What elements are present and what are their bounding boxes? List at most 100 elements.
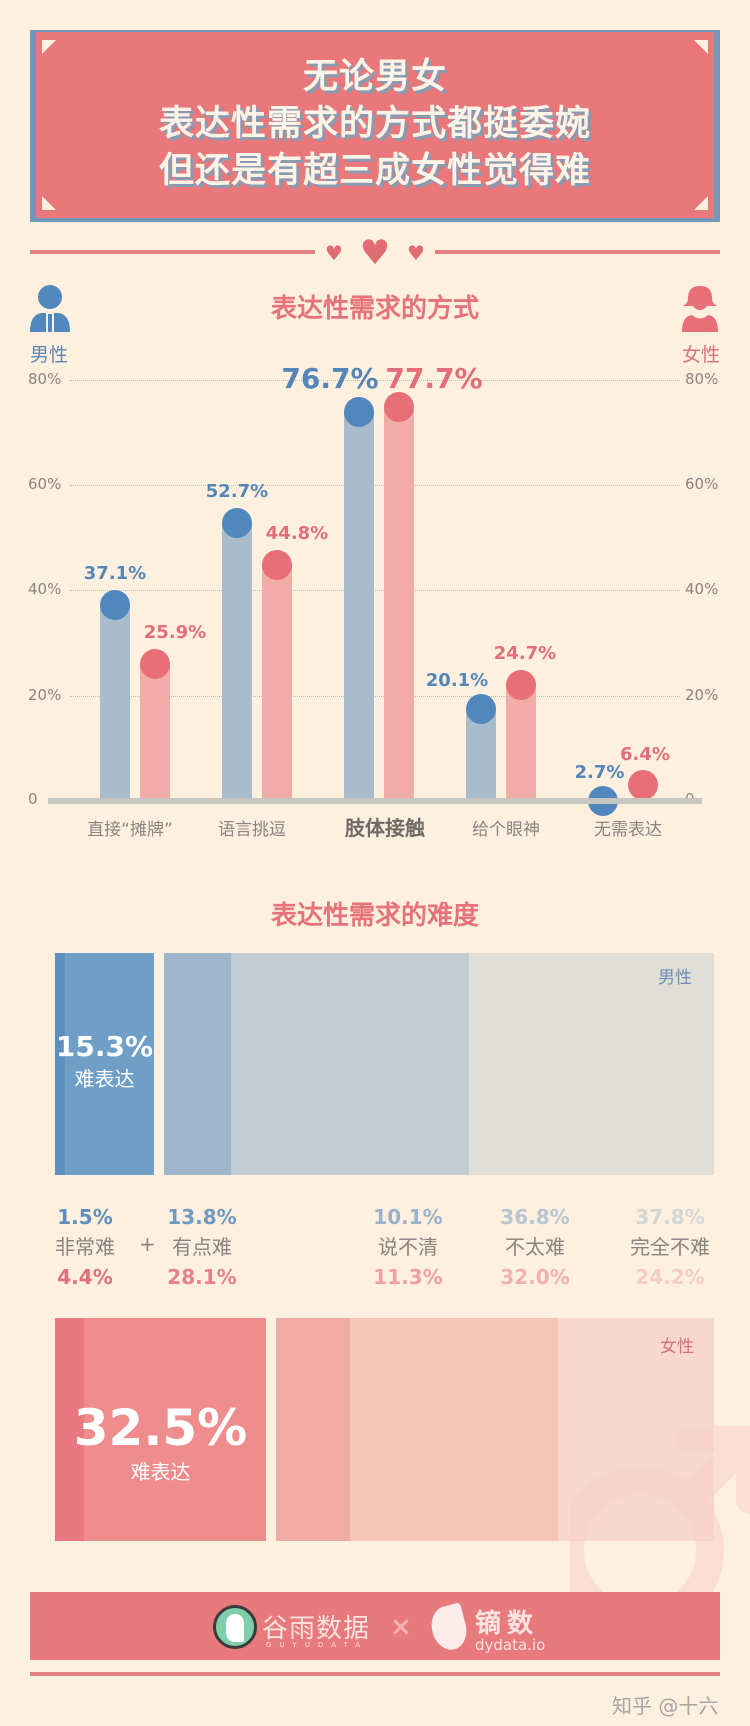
- segment-male-not-very-hard: [231, 953, 469, 1175]
- level-label: 说不清: [378, 1235, 438, 1259]
- bar-female: [506, 685, 536, 800]
- zhihu-watermark: 知乎 @十六: [612, 1694, 719, 1718]
- segment-male-very-hard: [55, 953, 65, 1175]
- level-label: 不太难: [505, 1235, 565, 1259]
- y-tick-left: 60%: [28, 475, 62, 493]
- value-label-male: 76.7%: [281, 362, 379, 395]
- category-label: 无需表达: [594, 820, 662, 840]
- hearts-ornament: ♥ ♥ ♥: [325, 233, 425, 273]
- male-block-label: 男性: [658, 968, 692, 988]
- segment-female-very-hard: [55, 1318, 84, 1541]
- dot-female: [628, 770, 658, 800]
- male-legend-label: 男性: [30, 344, 69, 366]
- male-summary: 15.3% 难表达: [55, 1030, 154, 1092]
- x-axis-baseline: [48, 798, 702, 804]
- y-tick-left: 80%: [28, 370, 62, 388]
- segment-female-unsure: [276, 1318, 350, 1541]
- y-tick-right: 40%: [685, 580, 719, 598]
- value-label-male: 37.1%: [83, 563, 147, 584]
- dot-female: [140, 649, 170, 679]
- brand-guyu: 谷雨数据: [262, 1614, 371, 1644]
- chart2-title: 表达性需求的难度: [270, 901, 479, 931]
- bar-male: [100, 605, 130, 800]
- male-summary-label: 难表达: [74, 1067, 135, 1091]
- bar-female: [384, 407, 414, 800]
- gridline: [70, 590, 680, 591]
- dot-male: [344, 397, 374, 427]
- legend-unsure: 10.1% 说不清 11.3%: [368, 1202, 448, 1292]
- value-label-female: 44.8%: [265, 523, 329, 544]
- value-label-male: 52.7%: [205, 481, 269, 502]
- dot-male: [222, 508, 252, 538]
- female-value: 32.0%: [500, 1265, 570, 1289]
- segment-male-somewhat-hard: [65, 953, 154, 1175]
- value-label-female: 25.9%: [143, 622, 207, 643]
- gridline: [70, 696, 680, 697]
- title-banner: 无论男女 表达性需求的方式都挺委婉 但还是有超三成女性觉得难: [36, 32, 714, 218]
- male-value: 37.8%: [635, 1205, 705, 1229]
- female-value: 4.4%: [57, 1265, 113, 1289]
- y-tick-left: 0: [28, 790, 38, 808]
- dot-female: [384, 392, 414, 422]
- male-user-icon: [30, 285, 70, 332]
- bar-female: [140, 664, 170, 800]
- gridline: [70, 485, 680, 486]
- female-summary-label: 难表达: [130, 1460, 191, 1484]
- female-summary: 32.5% 难表达: [55, 1400, 266, 1485]
- heart-icon: ♥: [359, 233, 391, 273]
- legend-very-hard: 1.5% 非常难 4.4%: [50, 1202, 120, 1292]
- brand-guyu-sub: GUYUDATA: [266, 1641, 368, 1649]
- category-label: 给个眼神: [472, 820, 540, 840]
- value-label-male: 2.7%: [574, 762, 625, 783]
- y-tick-left: 40%: [28, 580, 62, 598]
- female-value: 24.2%: [635, 1265, 705, 1289]
- legend-somewhat-hard: 13.8% 有点难 28.1%: [162, 1202, 242, 1292]
- female-legend-label: 女性: [682, 344, 721, 366]
- segment-female-somewhat-hard: [84, 1318, 266, 1541]
- bar-female: [262, 565, 292, 800]
- title-line-3: 但还是有超三成女性觉得难: [158, 151, 591, 191]
- footer-banner: [30, 1592, 720, 1660]
- level-label: 完全不难: [630, 1235, 710, 1259]
- chart1-title: 表达性需求的方式: [270, 294, 479, 324]
- bar-male: [222, 523, 252, 800]
- value-label-male: 20.1%: [425, 670, 489, 691]
- y-tick-right: 60%: [685, 475, 719, 493]
- dot-female: [262, 550, 292, 580]
- guyu-logo-icon: [213, 1605, 257, 1649]
- banner-corner: [694, 40, 708, 54]
- value-label-female: 77.7%: [385, 362, 483, 395]
- banner-corner: [42, 196, 56, 210]
- value-label-female: 6.4%: [620, 744, 670, 765]
- y-tick-right: 20%: [685, 686, 719, 704]
- y-tick-left: 20%: [28, 686, 62, 704]
- collab-times: ×: [390, 1612, 412, 1642]
- segment-female-not-hard: [558, 1318, 714, 1541]
- gridline: [70, 380, 680, 381]
- heart-icon: ♥: [325, 241, 343, 265]
- bar-male: [344, 412, 374, 800]
- female-user-icon: [682, 286, 718, 332]
- legend-not-very-hard: 36.8% 不太难 32.0%: [495, 1202, 575, 1292]
- category-label: 肢体接触: [345, 816, 425, 840]
- legend-not-hard: 37.8% 完全不难 24.2%: [620, 1202, 720, 1292]
- y-tick-right: 80%: [685, 370, 719, 388]
- male-value: 36.8%: [500, 1205, 570, 1229]
- male-value: 1.5%: [57, 1205, 113, 1229]
- heart-icon: ♥: [407, 241, 425, 265]
- segment-male-unsure: [164, 953, 231, 1175]
- divider-left: [30, 250, 315, 254]
- level-label: 有点难: [172, 1235, 232, 1259]
- brand-dydata-sub: dydata.io: [475, 1636, 546, 1654]
- banner-corner: [42, 40, 56, 54]
- banner-corner: [694, 196, 708, 210]
- category-label: 直接“摊牌”: [87, 820, 173, 840]
- footer-divider: [30, 1672, 720, 1676]
- title-line-1: 无论男女: [302, 57, 447, 97]
- dot-male: [100, 590, 130, 620]
- dot-male: [466, 694, 496, 724]
- value-label-female: 24.7%: [493, 643, 557, 664]
- title-line-2: 表达性需求的方式都挺委婉: [158, 104, 591, 144]
- dot-female: [506, 670, 536, 700]
- female-block-label: 女性: [660, 1337, 694, 1357]
